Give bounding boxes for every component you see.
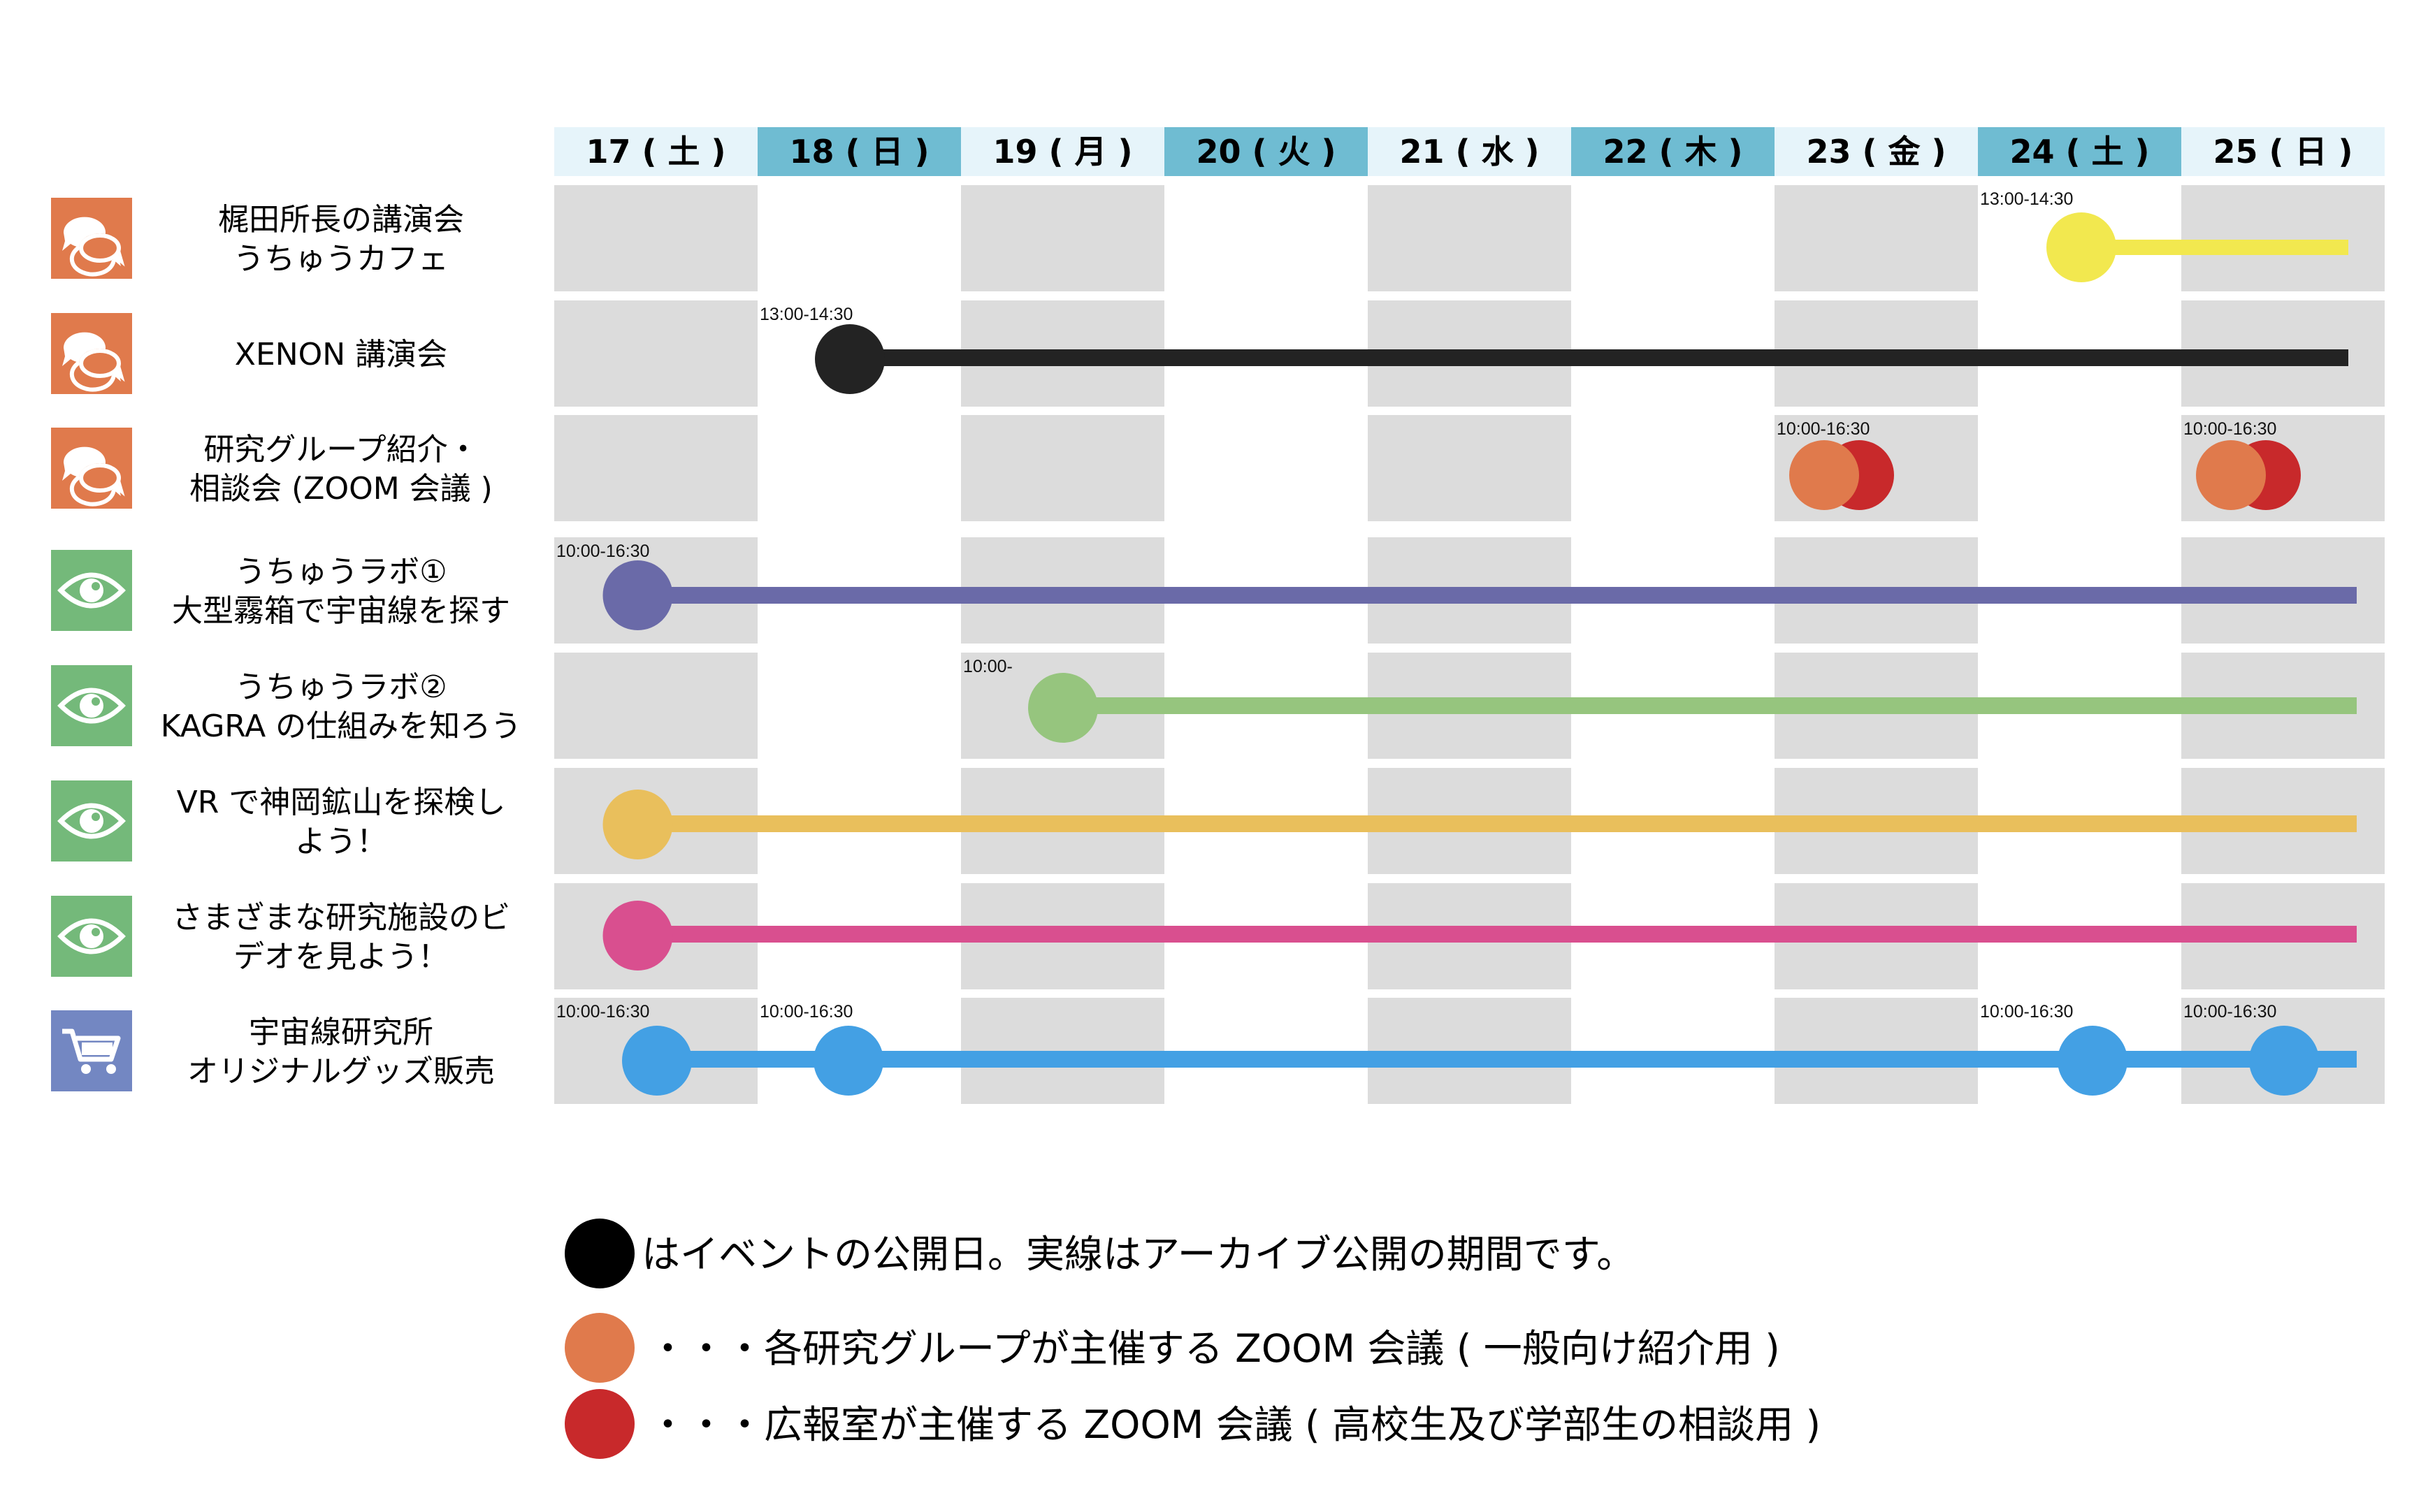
day-label: 24 ( 土 ) bbox=[2009, 133, 2149, 170]
legend-swatch bbox=[565, 1219, 635, 1288]
day-cell bbox=[1368, 415, 1571, 521]
time-label: 10:00-16:30 bbox=[2183, 419, 2276, 439]
day-cell bbox=[1775, 185, 1978, 291]
eye-icon bbox=[57, 803, 126, 839]
legend-text: ・・・各研究グループが主催する ZOOM 会議 ( 一般向け紹介用 ) bbox=[649, 1326, 1780, 1371]
day-cell bbox=[554, 415, 758, 521]
day-cell bbox=[554, 185, 758, 291]
time-label: 10:00-16:30 bbox=[556, 541, 649, 561]
event-title-line: よう！ bbox=[295, 824, 387, 859]
day-header-cell bbox=[2181, 127, 2385, 176]
day-label: 25 ( 日 ) bbox=[2213, 133, 2353, 170]
day-header-cell bbox=[554, 127, 758, 176]
eye-icon bbox=[57, 918, 126, 954]
event-title-line: オリジナルグッズ販売 bbox=[187, 1054, 495, 1089]
time-label: 13:00-14:30 bbox=[760, 305, 853, 324]
day-header-cell bbox=[1164, 127, 1368, 176]
time-label: 10:00-16:30 bbox=[1980, 1002, 2073, 1022]
event-title-line: KAGRA の仕組みを知ろう bbox=[161, 708, 521, 744]
day-label: 18 ( 日 ) bbox=[789, 133, 929, 170]
day-label: 21 ( 水 ) bbox=[1399, 133, 1539, 170]
event-title-line: 宇宙線研究所 bbox=[249, 1015, 433, 1050]
event-title-line: デオを見よう！ bbox=[233, 939, 449, 975]
day-label: 17 ( 土 ) bbox=[586, 133, 725, 170]
event-day-marker bbox=[602, 560, 673, 630]
time-label: 10:00-16:30 bbox=[556, 1002, 649, 1022]
speech-bubbles-icon bbox=[62, 446, 125, 507]
event-day-marker bbox=[602, 901, 673, 971]
event-day-marker bbox=[2046, 212, 2116, 282]
time-label: 10:00- bbox=[963, 657, 1013, 676]
speech-bubbles-icon bbox=[62, 332, 125, 392]
event-day-marker bbox=[815, 324, 885, 394]
event-title-line: 研究グループ紹介・ bbox=[203, 432, 478, 467]
eye-icon bbox=[57, 688, 126, 724]
event-title-line: うちゅうラボ① bbox=[235, 554, 447, 590]
eye-icon bbox=[57, 572, 126, 609]
event-title-line: 梶田所長の講演会 bbox=[218, 202, 464, 238]
event-row: 研究グループ紹介・相談会 (ZOOM 会議 ) 10:00-16:30 10:00-… bbox=[51, 419, 2301, 510]
event-day-marker bbox=[602, 790, 673, 859]
legend-text: ・・・広報室が主催する ZOOM 会議 ( 高校生及び学部生の相談用 ) bbox=[649, 1402, 1821, 1447]
time-label: 10:00-16:30 bbox=[2183, 1002, 2276, 1022]
day-label: 20 ( 火 ) bbox=[1196, 133, 1336, 170]
event-title-line: XENON 講演会 bbox=[235, 337, 447, 372]
day-header-cell bbox=[1368, 127, 1571, 176]
day-header-cell bbox=[1571, 127, 1775, 176]
time-label: 13:00-14:30 bbox=[1980, 189, 2073, 209]
day-label: 19 ( 月 ) bbox=[992, 133, 1132, 170]
event-title-line: うちゅうラボ② bbox=[235, 669, 447, 705]
day-header-row: 17 ( 土 ) 18 ( 日 ) 19 ( 月 ) 20 ( 火 ) 21 ( 水 )… bbox=[554, 127, 2385, 176]
speech-bubbles-icon bbox=[62, 217, 125, 277]
legend-swatch bbox=[565, 1389, 635, 1459]
day-header-cell bbox=[1775, 127, 1978, 176]
event-day-marker bbox=[622, 1026, 692, 1096]
day-cell bbox=[961, 415, 1164, 521]
time-label: 10:00-16:30 bbox=[760, 1002, 853, 1022]
event-title-line: 大型霧箱で宇宙線を探す bbox=[172, 593, 510, 629]
day-cell bbox=[961, 185, 1164, 291]
event-day-marker bbox=[814, 1026, 883, 1096]
day-cell bbox=[554, 653, 758, 759]
zoom-general-marker bbox=[1789, 440, 1859, 510]
event-title-line: うちゅうカフェ bbox=[233, 241, 449, 277]
day-header-cell bbox=[758, 127, 961, 176]
legend: はイベントの公開日。実線はアーカイブ公開の期間です。・・・各研究グループが主催す… bbox=[565, 1219, 1821, 1459]
event-day-marker bbox=[2058, 1026, 2127, 1096]
day-label: 22 ( 木 ) bbox=[1603, 133, 1742, 170]
day-cell bbox=[554, 300, 758, 407]
time-label: 10:00-16:30 bbox=[1777, 419, 1870, 439]
day-header-cell bbox=[1978, 127, 2181, 176]
event-day-marker bbox=[1028, 673, 1098, 743]
legend-swatch bbox=[565, 1313, 635, 1383]
event-title-line: さまざまな研究施設のビ bbox=[172, 900, 510, 936]
event-day-marker bbox=[2249, 1026, 2319, 1096]
day-cell bbox=[2181, 185, 2385, 291]
zoom-general-marker bbox=[2196, 440, 2266, 510]
day-label: 23 ( 金 ) bbox=[1806, 133, 1946, 170]
event-title-line: 相談会 (ZOOM 会議 ) bbox=[189, 471, 493, 507]
event-title-line: VR で神岡鉱山を探検し bbox=[177, 785, 506, 820]
event-row: XENON 講演会 13:00-14:30 bbox=[51, 305, 2348, 394]
day-cell bbox=[1368, 185, 1571, 291]
legend-text: はイベントの公開日。実線はアーカイブ公開の期間です。 bbox=[642, 1232, 1635, 1277]
day-header-cell bbox=[961, 127, 1164, 176]
shopping-cart-icon bbox=[62, 1028, 121, 1074]
